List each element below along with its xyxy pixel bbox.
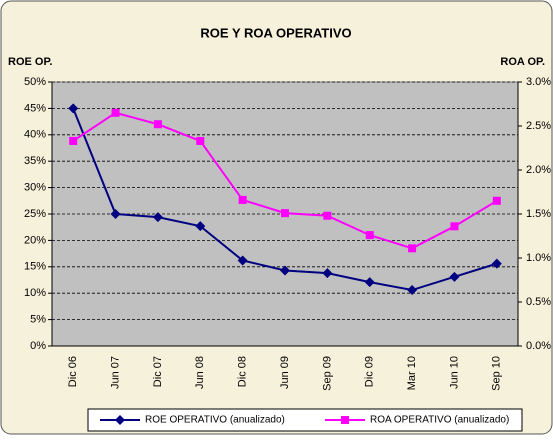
- x-tick-label: Dic 08: [237, 356, 249, 387]
- point: [365, 231, 374, 240]
- x-tick-label: Dic 06: [67, 356, 79, 387]
- y2-tick-label: 1.5%: [526, 208, 551, 220]
- point: [111, 108, 120, 117]
- y-tick-label: 20%: [24, 234, 46, 246]
- point: [492, 196, 501, 205]
- x-tick-label: Jun 09: [279, 356, 291, 389]
- point: [153, 120, 162, 129]
- point: [322, 268, 333, 279]
- chart-title: ROE Y ROA OPERATIVO: [200, 25, 351, 40]
- point: [195, 221, 206, 232]
- x-tick-label: Dic 09: [364, 356, 376, 387]
- point: [196, 136, 205, 145]
- point: [364, 277, 375, 288]
- y-tick-label: 10%: [24, 287, 46, 299]
- point: [68, 103, 79, 114]
- y2-tick-label: 3.0%: [526, 76, 551, 88]
- x-tick-label: Jun 10: [448, 356, 460, 389]
- legend-marker: [341, 416, 349, 424]
- y2-tick-label: 2.5%: [526, 120, 551, 132]
- x-tick-label: Jun 08: [194, 356, 206, 389]
- point: [491, 258, 502, 269]
- y-tick-label: 35%: [24, 155, 46, 167]
- point: [238, 195, 247, 204]
- y2-tick-label: 0.5%: [526, 296, 551, 308]
- point: [407, 285, 418, 296]
- point: [237, 255, 248, 266]
- point: [280, 265, 290, 276]
- point: [450, 222, 459, 231]
- legend-box: [87, 408, 523, 432]
- y-axis-label: ROE OP.: [8, 56, 52, 68]
- legend-label: ROE OPERATIVO (anualizado): [145, 415, 285, 426]
- y-tick-label: 0%: [30, 340, 46, 352]
- legend-label: ROA OPERATIVO (anualizado): [370, 415, 509, 426]
- y2-axis-label: ROA OP.: [500, 56, 545, 68]
- point: [281, 209, 289, 218]
- x-tick-label: Sep 10: [491, 356, 503, 391]
- y-tick-label: 40%: [24, 129, 46, 141]
- y-tick-label: 50%: [24, 76, 46, 88]
- y-tick-label: 5%: [30, 314, 46, 326]
- y-tick-label: 25%: [24, 208, 46, 220]
- point: [323, 211, 332, 220]
- x-tick-label: Dic 07: [152, 356, 164, 387]
- y2-tick-label: 2.0%: [526, 164, 551, 176]
- y2-tick-label: 1.0%: [526, 252, 551, 264]
- point: [69, 136, 78, 145]
- y-tick-label: 30%: [24, 182, 46, 194]
- x-tick-label: Mar 10: [406, 356, 418, 390]
- y-tick-label: 45%: [24, 102, 46, 114]
- point: [408, 244, 417, 253]
- point: [449, 271, 460, 282]
- legend-marker: [115, 415, 125, 425]
- y-tick-label: 15%: [24, 261, 46, 273]
- point: [152, 212, 163, 223]
- point: [110, 209, 121, 219]
- x-tick-label: Jun 07: [109, 356, 121, 389]
- y2-tick-label: 0.0%: [526, 340, 551, 352]
- x-tick-label: Sep 09: [321, 356, 333, 391]
